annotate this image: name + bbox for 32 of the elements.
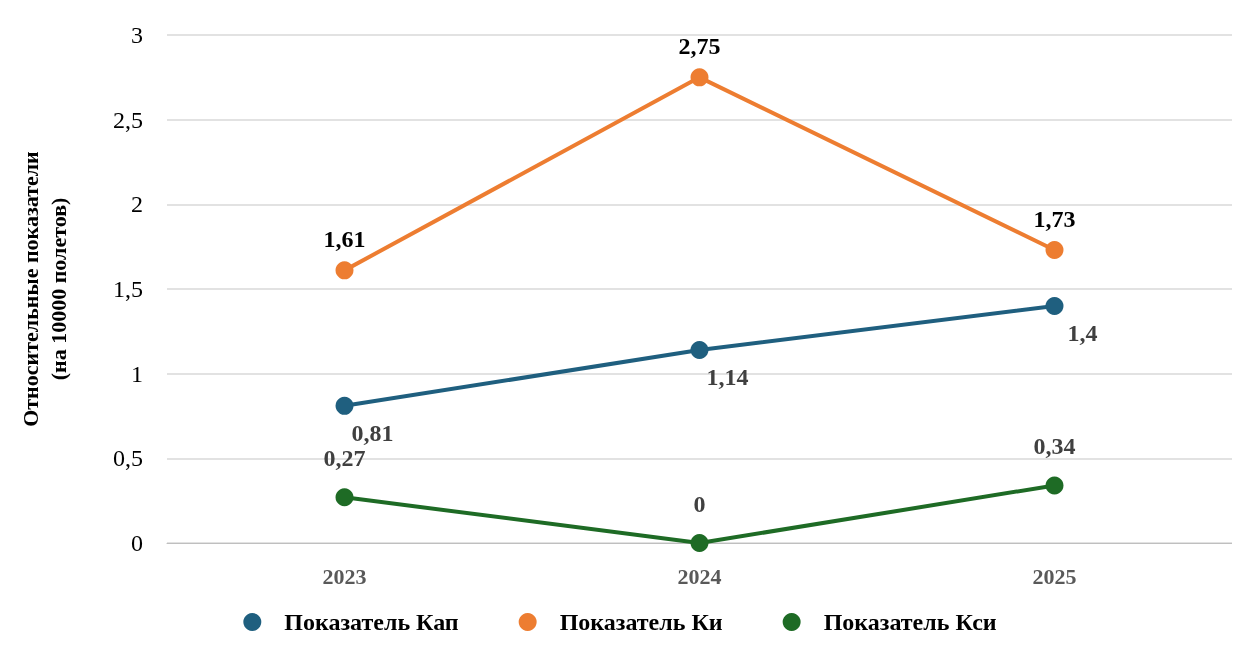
data-label: 2,75	[678, 33, 721, 60]
y-axis-title: Относительные показатели (на 10000 полетов)	[17, 150, 71, 427]
point	[690, 68, 709, 87]
point	[1045, 296, 1064, 315]
data-label: 0,27	[323, 445, 366, 472]
x-tick-label: 2024	[677, 563, 722, 589]
data-label: 0,81	[351, 419, 394, 446]
data-label: 1,4	[1067, 319, 1098, 346]
data-label: 0	[693, 491, 706, 517]
point	[1045, 476, 1064, 495]
point	[1045, 241, 1064, 260]
legend-label: Показатель Кси	[823, 609, 997, 635]
y-tick-label: 1,5	[113, 276, 143, 302]
data-label: 1,73	[1033, 206, 1076, 233]
data-label: 1,61	[323, 226, 366, 253]
x-tick-label: 2023	[322, 563, 367, 589]
y-tick-label: 1	[131, 360, 143, 387]
y-tick-label: 3	[131, 22, 143, 48]
x-tick-label: 2025	[1032, 563, 1077, 589]
point	[690, 534, 709, 552]
y-tick-label: 0,5	[113, 445, 143, 472]
legend-label: Показатель Кап	[284, 609, 459, 635]
data-label: 1,14	[706, 363, 749, 390]
y-tick-label: 2	[131, 191, 143, 218]
y-tick-label: 2,5	[113, 106, 143, 133]
point	[335, 261, 354, 280]
data-label: 0,34	[1033, 433, 1076, 460]
point	[690, 340, 709, 359]
point	[335, 396, 354, 415]
y-tick-label: 0	[131, 530, 143, 556]
legend-label: Показатель Ки	[559, 609, 723, 635]
point	[335, 488, 354, 507]
